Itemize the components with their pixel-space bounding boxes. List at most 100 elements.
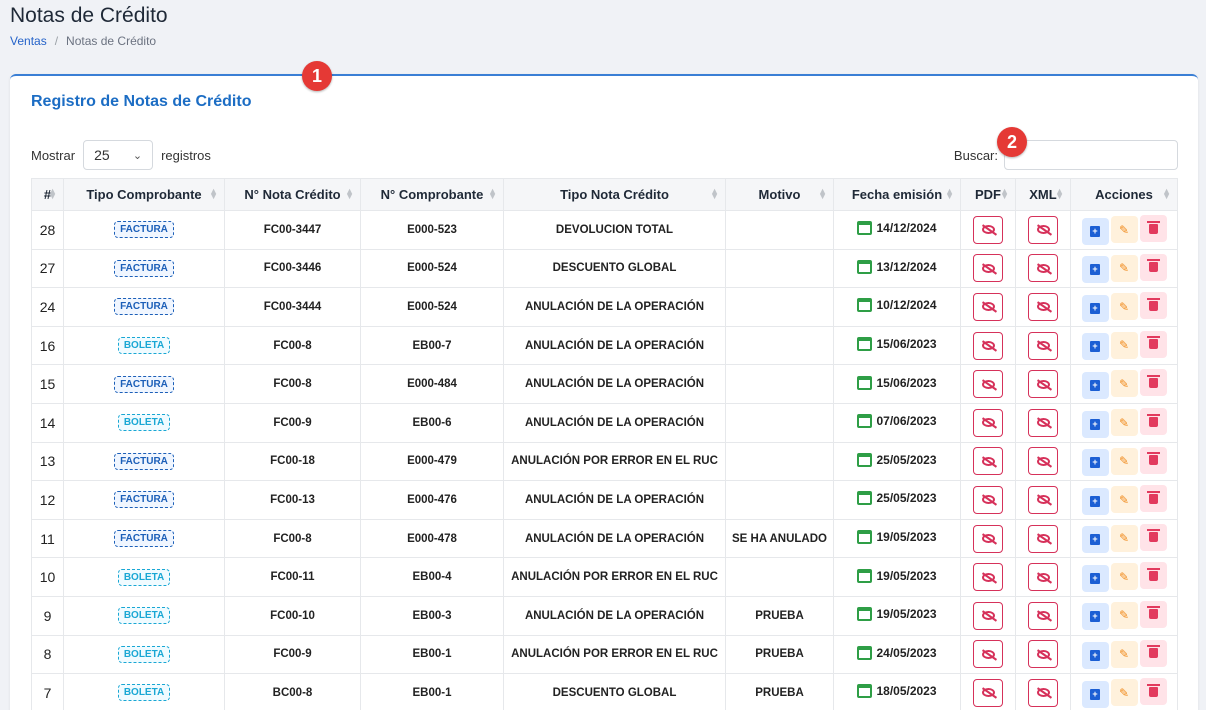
add-button[interactable]: + <box>1081 526 1109 554</box>
delete-button[interactable] <box>1139 446 1167 474</box>
calendar-icon <box>857 607 873 622</box>
edit-button[interactable]: ✎ <box>1110 563 1138 591</box>
xml-button[interactable] <box>1028 447 1058 476</box>
edit-button[interactable]: ✎ <box>1110 370 1138 398</box>
add-button[interactable]: + <box>1081 217 1109 245</box>
delete-button[interactable] <box>1139 600 1167 628</box>
delete-button[interactable] <box>1139 485 1167 513</box>
column-header[interactable]: Fecha emisión ▲ ▼ <box>833 178 961 211</box>
credit-notes-table: # ▲ ▼ Tipo Comprobante ▲ ▼ N° Nota Crédito ▲ ▼ N°… <box>31 178 1178 710</box>
edit-button[interactable]: ✎ <box>1110 293 1138 321</box>
xml-button[interactable] <box>1028 331 1058 360</box>
xml-button[interactable] <box>1028 563 1058 592</box>
xml-button[interactable] <box>1028 640 1058 669</box>
add-button[interactable]: + <box>1081 642 1109 670</box>
eye-slash-icon <box>981 379 995 389</box>
pdf-button[interactable] <box>973 563 1003 592</box>
pdf-button[interactable] <box>973 370 1003 399</box>
column-header[interactable]: N° Comprobante ▲ ▼ <box>360 178 504 211</box>
xml-button[interactable] <box>1028 370 1058 399</box>
xml-button[interactable] <box>1028 524 1058 553</box>
add-button[interactable]: + <box>1081 333 1109 361</box>
xml-button[interactable] <box>1028 215 1058 244</box>
delete-button[interactable] <box>1139 523 1167 551</box>
pdf-button[interactable] <box>973 601 1003 630</box>
actions-cell: + ✎ <box>1070 673 1178 710</box>
fecha-emision-value: 19/05/2023 <box>876 530 937 545</box>
page-length-select[interactable]: 25 ⌄ <box>83 140 154 170</box>
tipo-comprobante-cell: FACTURA <box>63 441 225 482</box>
xml-button[interactable] <box>1028 292 1058 321</box>
pdf-cell <box>960 673 1016 710</box>
nota-credito-number: FC00-3447 <box>224 210 361 250</box>
column-header[interactable]: Tipo Comprobante ▲ ▼ <box>63 178 225 211</box>
edit-button[interactable]: ✎ <box>1110 216 1138 244</box>
delete-button[interactable] <box>1139 253 1167 281</box>
pdf-button[interactable] <box>973 447 1003 476</box>
delete-button[interactable] <box>1139 330 1167 358</box>
column-header[interactable]: # ▲ ▼ <box>31 178 64 211</box>
search-control: Buscar: <box>954 140 1178 170</box>
add-button[interactable]: + <box>1081 603 1109 631</box>
nota-credito-number: FC00-11 <box>224 557 361 597</box>
edit-button[interactable]: ✎ <box>1110 409 1138 437</box>
add-button[interactable]: + <box>1081 294 1109 322</box>
edit-button[interactable]: ✎ <box>1110 679 1138 707</box>
pdf-button[interactable] <box>973 292 1003 321</box>
add-button[interactable]: + <box>1081 449 1109 477</box>
fecha-emision-cell: 15/06/2023 <box>833 364 961 404</box>
pdf-button[interactable] <box>973 640 1003 669</box>
xml-button[interactable] <box>1028 408 1058 437</box>
records-label: registros <box>161 147 211 163</box>
add-button[interactable]: + <box>1081 256 1109 284</box>
pdf-button[interactable] <box>973 524 1003 553</box>
delete-button[interactable] <box>1139 639 1167 667</box>
eye-slash-icon <box>981 302 995 312</box>
xml-button[interactable] <box>1028 254 1058 283</box>
add-button[interactable]: + <box>1081 680 1109 708</box>
add-button[interactable]: + <box>1081 410 1109 438</box>
edit-button[interactable]: ✎ <box>1110 601 1138 629</box>
delete-button[interactable] <box>1139 678 1167 706</box>
edit-button[interactable]: ✎ <box>1110 254 1138 282</box>
column-header[interactable]: XML ▲ ▼ <box>1015 178 1071 211</box>
edit-button[interactable]: ✎ <box>1110 447 1138 475</box>
eye-slash-icon <box>1036 572 1050 582</box>
eye-slash-icon <box>981 572 995 582</box>
xml-button[interactable] <box>1028 601 1058 630</box>
column-header-label: # <box>43 187 52 202</box>
add-button[interactable]: + <box>1081 564 1109 592</box>
pencil-icon: ✎ <box>1118 569 1130 584</box>
plus-square-icon: + <box>1090 418 1100 430</box>
column-header[interactable]: Motivo ▲ ▼ <box>725 178 834 211</box>
search-input[interactable] <box>1004 140 1178 170</box>
pdf-button[interactable] <box>973 215 1003 244</box>
add-button[interactable]: + <box>1081 487 1109 515</box>
edit-button[interactable]: ✎ <box>1110 486 1138 514</box>
pdf-button[interactable] <box>973 408 1003 437</box>
delete-button[interactable] <box>1139 292 1167 320</box>
column-header[interactable]: PDF ▲ ▼ <box>960 178 1016 211</box>
edit-button[interactable]: ✎ <box>1110 640 1138 668</box>
edit-button[interactable]: ✎ <box>1110 524 1138 552</box>
delete-button[interactable] <box>1139 369 1167 397</box>
column-header[interactable]: N° Nota Crédito ▲ ▼ <box>224 178 361 211</box>
row-id: 12 <box>31 480 64 520</box>
pdf-button[interactable] <box>973 331 1003 360</box>
calendar-icon <box>857 645 873 660</box>
xml-button[interactable] <box>1028 485 1058 514</box>
add-button[interactable]: + <box>1081 371 1109 399</box>
breadcrumb-ventas-link[interactable]: Ventas <box>10 34 47 48</box>
column-header[interactable]: Tipo Nota Crédito ▲ ▼ <box>503 178 726 211</box>
pdf-button[interactable] <box>973 678 1003 707</box>
edit-button[interactable]: ✎ <box>1110 331 1138 359</box>
delete-button[interactable] <box>1139 215 1167 243</box>
table-row: 15 FACTURA FC00-8 E000-484 ANULACIÓN DE LA O… <box>31 364 1178 404</box>
calendar-icon <box>857 684 873 699</box>
delete-button[interactable] <box>1139 408 1167 436</box>
xml-button[interactable] <box>1028 678 1058 707</box>
delete-button[interactable] <box>1139 562 1167 590</box>
pdf-button[interactable] <box>973 254 1003 283</box>
pdf-button[interactable] <box>973 485 1003 514</box>
column-header[interactable]: Acciones ▲ ▼ <box>1070 178 1178 211</box>
